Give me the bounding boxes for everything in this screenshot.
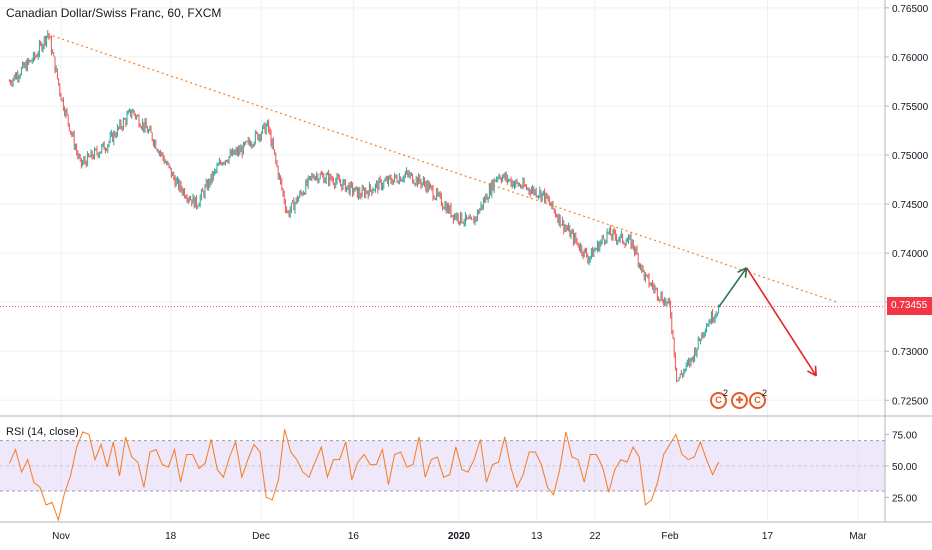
event-count: 2 [723,388,729,398]
event-marker-icon[interactable]: C [710,392,727,409]
price-tick-label: 0.76000 [892,53,929,64]
time-tick-label: 22 [589,531,601,542]
time-tick-label: Feb [661,531,679,542]
canada-flag-icon[interactable]: ✚ [731,392,748,409]
rsi-tick-label: 25.00 [892,493,917,504]
price-tick-label: 0.75000 [892,151,929,162]
chart-annotations [0,33,885,377]
chart-title: Canadian Dollar/Swiss Franc, 60, FXCM [6,6,222,20]
rsi-tick-label: 75.00 [892,430,917,441]
rsi-tick-label: 50.00 [892,462,917,473]
time-tick-label: Dec [252,531,270,542]
price-tick-label: 0.74500 [892,200,929,211]
time-tick-label: Mar [849,531,867,542]
time-tick-label: 16 [348,531,360,542]
rsi-axis-ticks: 75.00 50.00 25.00 [885,430,917,504]
price-tick-label: 0.76500 [892,4,929,15]
price-tick-label: 0.72500 [892,396,929,407]
price-tick-label: 0.75500 [892,102,929,113]
rsi-line [8,429,720,522]
price-tick-label: 0.74000 [892,249,929,260]
price-tick-label: 0.73000 [892,347,929,358]
time-tick-label: 18 [165,531,177,542]
time-tick-label: Nov [52,531,70,542]
time-axis-ticks: Nov 18 Dec 16 2020 13 22 Feb 17 Mar [52,531,867,542]
time-tick-label: 2020 [448,531,471,542]
forecast-arrow [718,267,748,308]
price-axis-ticks: 0.76500 0.76000 0.75500 0.75000 0.74500 0.740… [885,4,929,407]
price-candles [8,30,720,383]
trendline [47,33,838,303]
event-count: 2 [762,388,768,398]
forecast-arrow [745,267,818,377]
rsi-title: RSI (14, close) [6,426,79,438]
time-tick-label: 13 [531,531,543,542]
event-marker-icon[interactable]: C [749,392,766,409]
time-tick-label: 17 [762,531,774,542]
axes [0,0,932,523]
last-price-tag: 0.73455 [887,297,932,315]
